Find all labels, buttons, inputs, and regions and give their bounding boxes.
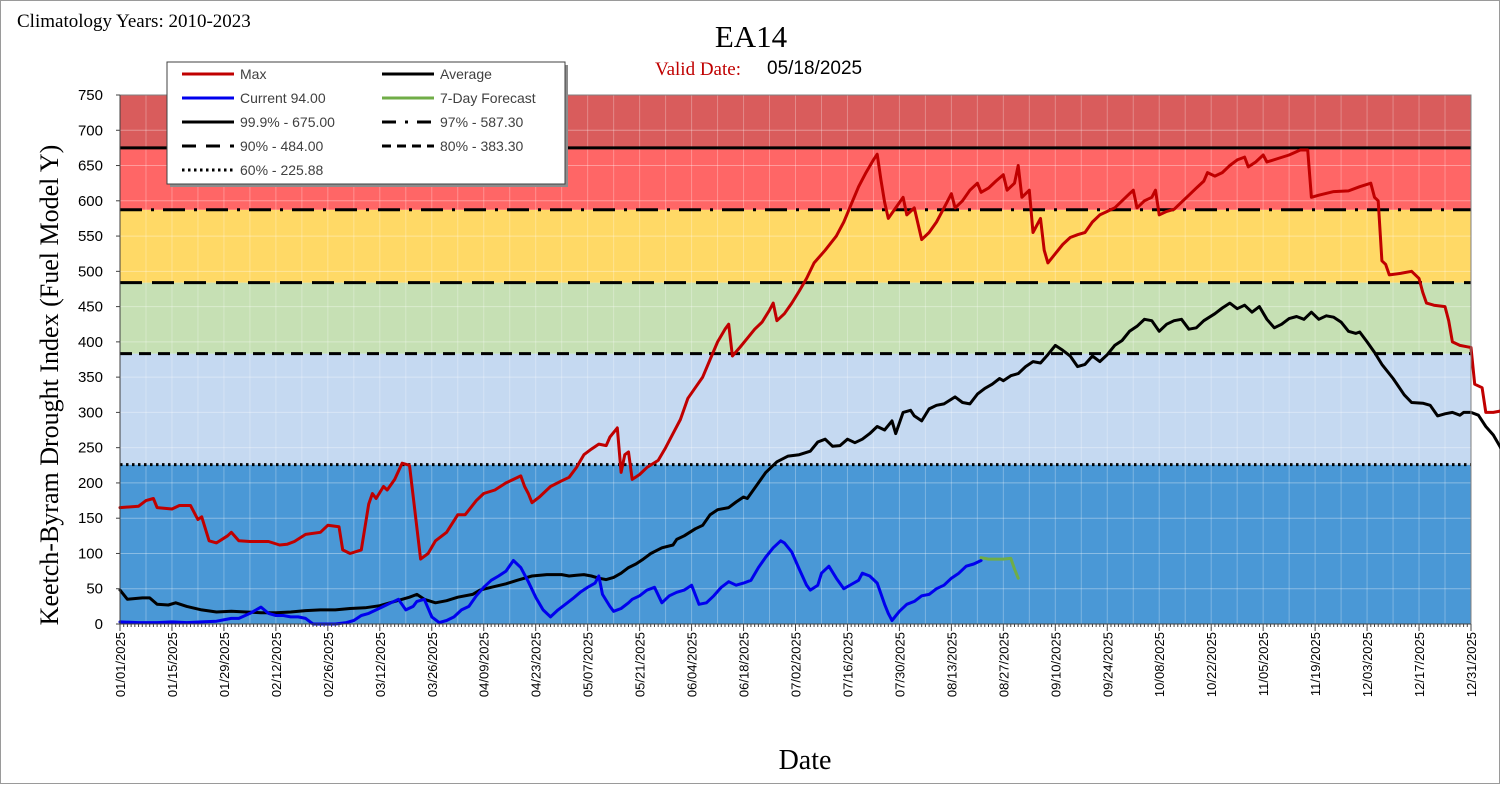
x-axis: 01/01/2025 01/15/2025 01/29/2025 02/12/2025… <box>113 623 1479 697</box>
x-tick-label: 12/31/2025 <box>1464 632 1479 697</box>
legend: Max Average Current 94.00 7-Day Forecast 99.… <box>166 61 568 187</box>
legend-label-90-484-00: 90% - 484.00 <box>240 138 323 154</box>
series-line-7-day-forecast <box>979 556 1020 580</box>
legend-label-average: Average <box>440 66 492 82</box>
x-tick-label: 08/13/2025 <box>944 632 959 697</box>
valid-date-label: Valid Date: <box>655 59 741 80</box>
x-tick-label: 07/30/2025 <box>892 632 907 697</box>
x-tick-label: 01/01/2025 <box>113 632 128 697</box>
x-tick-label: 09/10/2025 <box>1048 632 1063 697</box>
x-tick-label: 05/07/2025 <box>581 632 596 697</box>
y-tick-label: 600 <box>78 193 103 210</box>
x-tick-label: 10/22/2025 <box>1204 632 1219 697</box>
x-tick-label: 02/12/2025 <box>269 632 284 697</box>
y-tick-label: 650 <box>78 158 103 175</box>
climatology-label: Climatology Years: 2010-2023 <box>17 11 251 32</box>
legend-label-60-225-88: 60% - 225.88 <box>240 162 323 178</box>
x-tick-label: 06/18/2025 <box>737 632 752 697</box>
y-tick-label: 400 <box>78 334 103 351</box>
y-tick-label: 300 <box>78 404 103 421</box>
x-axis-label: Date <box>779 745 832 776</box>
y-tick-label: 150 <box>78 510 103 527</box>
x-tick-label: 01/29/2025 <box>217 632 232 697</box>
x-tick-label: 06/04/2025 <box>685 632 700 697</box>
y-tick-label: 750 <box>78 87 103 104</box>
y-tick-label: 350 <box>78 369 103 386</box>
x-tick-label: 05/21/2025 <box>633 632 648 697</box>
band-1 <box>120 353 1471 465</box>
y-tick-label: 450 <box>78 299 103 316</box>
y-tick-label: 700 <box>78 122 103 139</box>
series-line-max <box>118 148 1500 561</box>
legend-label-max: Max <box>240 66 266 82</box>
band-0 <box>120 464 1471 624</box>
y-tick-label: 550 <box>78 228 103 245</box>
y-axis: 0 50 100 150 200 250 300 350 400 450 500 550 600 650 7… <box>78 87 121 633</box>
x-tick-label: 09/24/2025 <box>1100 632 1115 697</box>
x-tick-label: 10/08/2025 <box>1152 632 1167 697</box>
x-tick-label: 11/19/2025 <box>1308 632 1323 696</box>
series-line-average <box>118 301 1500 615</box>
x-tick-label: 12/17/2025 <box>1412 632 1427 697</box>
x-tick-label: 04/09/2025 <box>477 632 492 697</box>
x-tick-label: 04/23/2025 <box>529 632 544 697</box>
y-tick-label: 0 <box>95 616 103 633</box>
legend-label-99-9-675-00: 99.9% - 675.00 <box>240 114 335 130</box>
x-tick-label: 03/26/2025 <box>425 632 440 697</box>
legend-label-7-day-forecast: 7-Day Forecast <box>440 90 536 106</box>
x-tick-label: 07/02/2025 <box>789 632 804 697</box>
x-tick-label: 08/27/2025 <box>996 632 1011 697</box>
x-tick-label: 12/03/2025 <box>1360 632 1375 697</box>
y-tick-label: 200 <box>78 475 103 492</box>
x-tick-label: 03/12/2025 <box>373 632 388 697</box>
band-3 <box>120 209 1471 283</box>
y-tick-label: 500 <box>78 263 103 280</box>
y-tick-label: 100 <box>78 545 103 562</box>
x-tick-label: 02/26/2025 <box>321 632 336 697</box>
y-axis-label: Keetch-Byram Drought Index (Fuel Model Y… <box>35 145 64 626</box>
valid-date-value: 05/18/2025 <box>767 58 862 79</box>
x-tick-label: 11/05/2025 <box>1256 632 1271 696</box>
y-tick-label: 250 <box>78 440 103 457</box>
legend-label-80-383-30: 80% - 383.30 <box>440 138 523 154</box>
legend-label-97-587-30: 97% - 587.30 <box>440 114 523 130</box>
x-tick-label: 07/16/2025 <box>841 632 856 697</box>
y-tick-label: 50 <box>86 581 103 598</box>
legend-label-current-94-00: Current 94.00 <box>240 90 326 106</box>
chart-title: EA14 <box>715 19 788 54</box>
x-tick-label: 01/15/2025 <box>165 632 180 697</box>
